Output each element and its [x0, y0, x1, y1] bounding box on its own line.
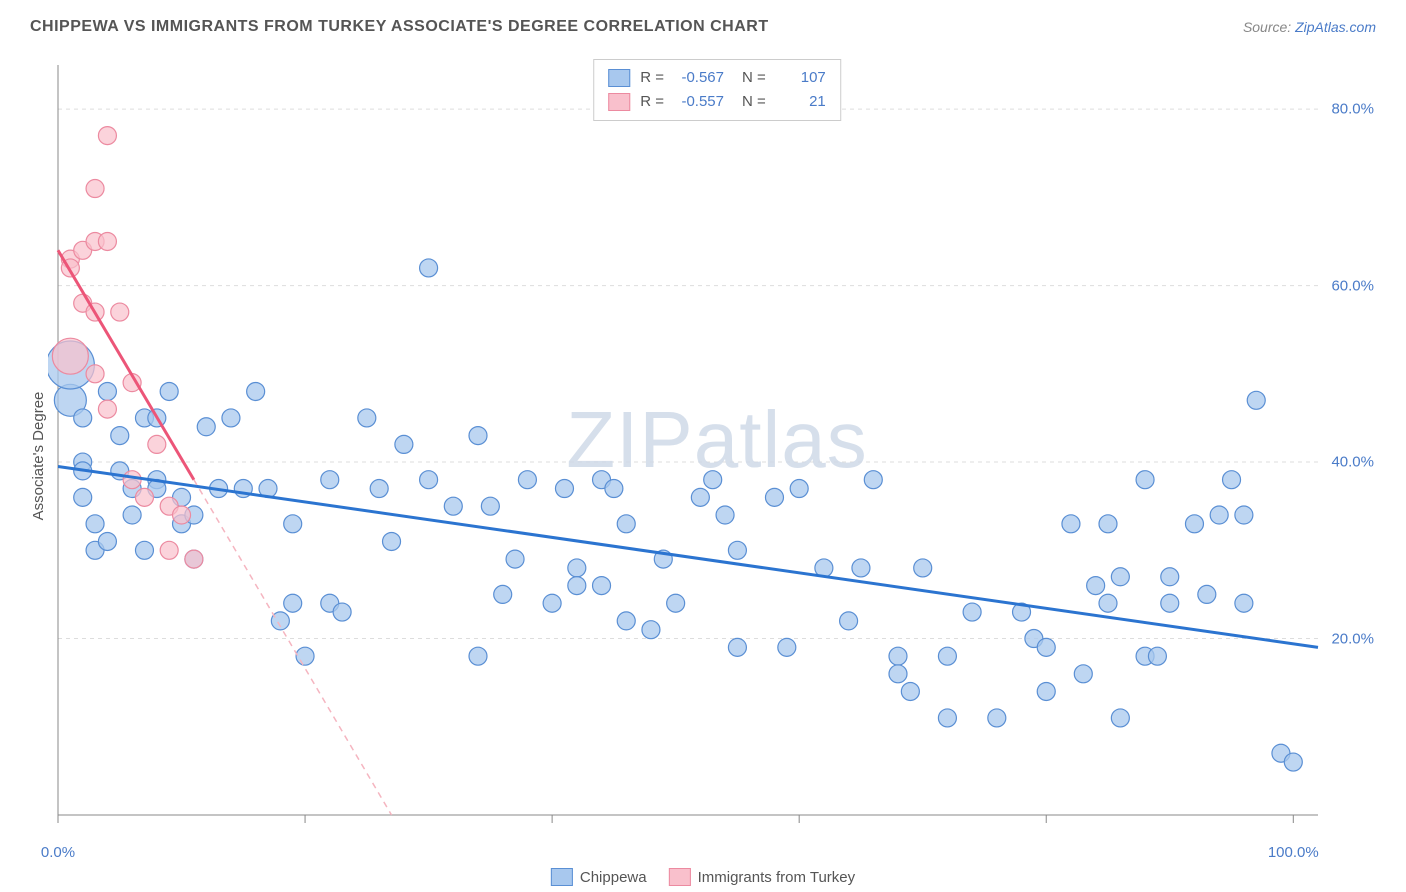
source-label: Source: ZipAtlas.com	[1243, 19, 1376, 35]
r-value-pink: -0.557	[672, 90, 724, 114]
r-label: R =	[640, 90, 664, 114]
source-link[interactable]: ZipAtlas.com	[1295, 19, 1376, 35]
stats-legend-box: R = -0.567 N = 107 R = -0.557 N = 21	[593, 59, 841, 121]
stats-row-blue: R = -0.567 N = 107	[608, 66, 826, 90]
bottom-legend: Chippewa Immigrants from Turkey	[551, 868, 855, 886]
x-tick-label: 0.0%	[41, 844, 75, 861]
scatter-plot-svg	[48, 55, 1368, 825]
legend-item-turkey: Immigrants from Turkey	[669, 868, 856, 886]
n-label: N =	[742, 90, 766, 114]
swatch-blue-icon	[608, 69, 630, 87]
chart-title: CHIPPEWA VS IMMIGRANTS FROM TURKEY ASSOC…	[30, 18, 769, 36]
stats-row-pink: R = -0.557 N = 21	[608, 90, 826, 114]
swatch-blue-icon	[551, 868, 573, 886]
y-axis-label: Associate's Degree	[30, 392, 47, 521]
source-prefix: Source:	[1243, 19, 1295, 35]
swatch-pink-icon	[608, 93, 630, 111]
y-tick-label: 60.0%	[1331, 277, 1374, 294]
chart-area: Associate's Degree ZIPatlas R = -0.567 N…	[48, 55, 1386, 857]
swatch-pink-icon	[669, 868, 691, 886]
y-tick-label: 80.0%	[1331, 101, 1374, 118]
n-value-pink: 21	[774, 90, 826, 114]
legend-item-chippewa: Chippewa	[551, 868, 647, 886]
y-axis-label-wrap: Associate's Degree	[20, 356, 40, 556]
n-value-blue: 107	[774, 66, 826, 90]
legend-label: Immigrants from Turkey	[698, 869, 856, 886]
y-tick-label: 20.0%	[1331, 630, 1374, 647]
r-label: R =	[640, 66, 664, 90]
r-value-blue: -0.567	[672, 66, 724, 90]
x-tick-label: 100.0%	[1268, 844, 1319, 861]
chart-header: CHIPPEWA VS IMMIGRANTS FROM TURKEY ASSOC…	[0, 0, 1406, 44]
n-label: N =	[742, 66, 766, 90]
y-tick-label: 40.0%	[1331, 454, 1374, 471]
legend-label: Chippewa	[580, 869, 647, 886]
